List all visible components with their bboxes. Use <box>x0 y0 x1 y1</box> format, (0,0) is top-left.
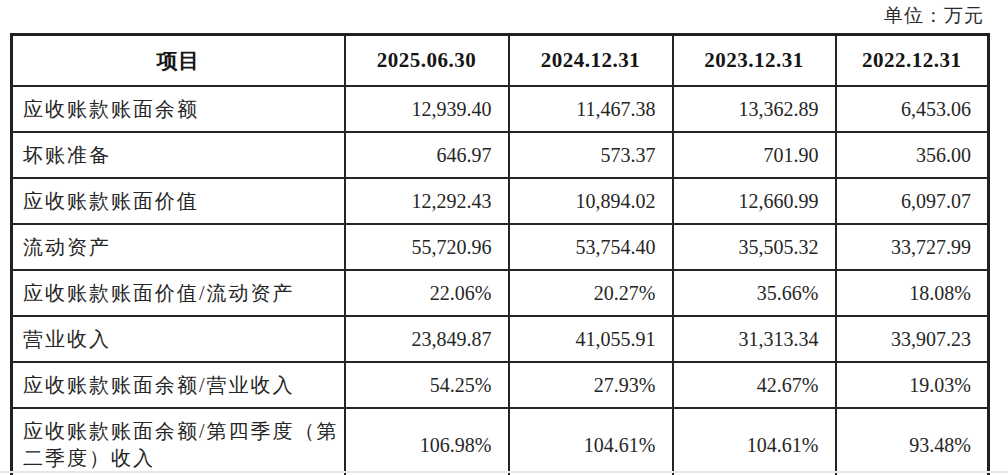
row-value: 6,453.06 <box>836 86 989 132</box>
row-value: 12,660.99 <box>673 178 836 224</box>
row-value: 31,313.34 <box>673 316 836 362</box>
table-row: 流动资产 55,720.96 53,754.40 35,505.32 33,72… <box>12 224 989 270</box>
row-value: 22.06% <box>345 270 509 316</box>
row-label: 应收账款账面价值/流动资产 <box>12 270 345 316</box>
row-value: 106.98% <box>345 408 509 475</box>
row-value: 12,939.40 <box>345 86 509 132</box>
header-cell-2022: 2022.12.31 <box>836 35 989 87</box>
header-cell-2023: 2023.12.31 <box>673 35 836 87</box>
row-value: 10,894.02 <box>509 178 673 224</box>
row-value: 23,849.87 <box>345 316 509 362</box>
row-value: 35,505.32 <box>673 224 836 270</box>
row-value: 13,362.89 <box>673 86 836 132</box>
table-row: 坏账准备 646.97 573.37 701.90 356.00 <box>12 132 989 178</box>
table-row: 应收账款账面余额/第四季度（第二季度）收入 106.98% 104.61% 10… <box>12 408 989 475</box>
row-value: 41,055.91 <box>509 316 673 362</box>
page-bottom-divider <box>0 471 1008 473</box>
row-value: 104.61% <box>673 408 836 475</box>
row-value: 53,754.40 <box>509 224 673 270</box>
row-value: 54.25% <box>345 362 509 408</box>
table-header-row: 项目 2025.06.30 2024.12.31 2023.12.31 2022… <box>12 35 989 87</box>
row-value: 19.03% <box>836 362 989 408</box>
row-value: 701.90 <box>673 132 836 178</box>
row-value: 93.48% <box>836 408 989 475</box>
row-value: 33,727.99 <box>836 224 989 270</box>
header-cell-2024: 2024.12.31 <box>509 35 673 87</box>
row-value: 35.66% <box>673 270 836 316</box>
row-label: 坏账准备 <box>12 132 345 178</box>
row-value: 646.97 <box>345 132 509 178</box>
row-label: 应收账款账面余额 <box>12 86 345 132</box>
row-label: 营业收入 <box>12 316 345 362</box>
row-value: 27.93% <box>509 362 673 408</box>
row-value: 20.27% <box>509 270 673 316</box>
row-label: 应收账款账面余额/营业收入 <box>12 362 345 408</box>
row-value: 11,467.38 <box>509 86 673 132</box>
table-row: 应收账款账面余额 12,939.40 11,467.38 13,362.89 6… <box>12 86 989 132</box>
row-value: 104.61% <box>509 408 673 475</box>
row-value: 55,720.96 <box>345 224 509 270</box>
table-row: 应收账款账面余额/营业收入 54.25% 27.93% 42.67% 19.03… <box>12 362 989 408</box>
header-cell-2025: 2025.06.30 <box>345 35 509 87</box>
row-label: 流动资产 <box>12 224 345 270</box>
row-value: 573.37 <box>509 132 673 178</box>
table-row: 营业收入 23,849.87 41,055.91 31,313.34 33,90… <box>12 316 989 362</box>
unit-label: 单位：万元 <box>884 3 984 29</box>
row-value: 33,907.23 <box>836 316 989 362</box>
row-label: 应收账款账面余额/第四季度（第二季度）收入 <box>12 408 345 475</box>
row-value: 356.00 <box>836 132 989 178</box>
header-cell-item: 项目 <box>12 35 345 87</box>
row-value: 18.08% <box>836 270 989 316</box>
row-value: 6,097.07 <box>836 178 989 224</box>
row-label: 应收账款账面价值 <box>12 178 345 224</box>
row-value: 12,292.43 <box>345 178 509 224</box>
table-row: 应收账款账面价值/流动资产 22.06% 20.27% 35.66% 18.08… <box>12 270 989 316</box>
row-value: 42.67% <box>673 362 836 408</box>
accounts-receivable-table: 项目 2025.06.30 2024.12.31 2023.12.31 2022… <box>10 33 990 475</box>
document-page: { "page": { "unit_label": "单位：万元" }, "ta… <box>0 0 1008 475</box>
table-row: 应收账款账面价值 12,292.43 10,894.02 12,660.99 6… <box>12 178 989 224</box>
